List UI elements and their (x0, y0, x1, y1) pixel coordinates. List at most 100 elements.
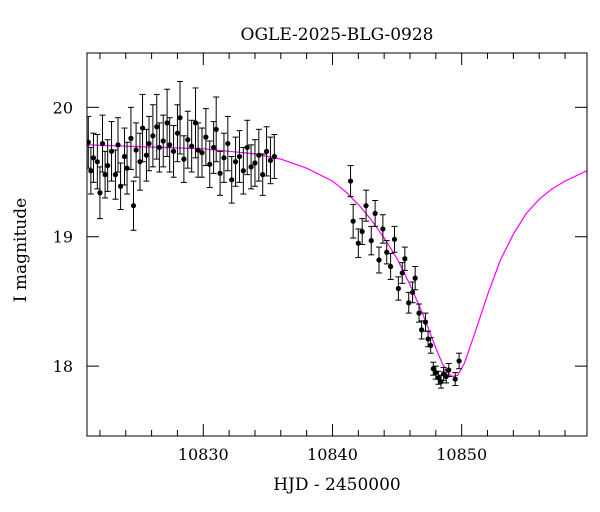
data-point (207, 161, 213, 167)
data-point (195, 147, 201, 153)
data-point (97, 190, 103, 196)
data-point (154, 124, 160, 130)
x-tick-label: 10840 (307, 445, 358, 464)
data-point (350, 218, 356, 224)
data-point (391, 236, 398, 242)
y-tick-label: 20 (53, 98, 73, 117)
x-tick-label: 10850 (436, 445, 487, 464)
data-point (446, 367, 452, 373)
data-point (355, 240, 361, 246)
data-point (368, 238, 374, 244)
data-point (395, 285, 401, 292)
data-point (217, 170, 223, 176)
data-point (402, 256, 408, 262)
data-point (428, 342, 434, 349)
data-point (137, 159, 143, 165)
data-point (160, 138, 166, 144)
axis-ticks (87, 53, 587, 436)
data-point (139, 125, 146, 131)
data-point (229, 177, 235, 183)
data-point (90, 155, 97, 161)
data-point (267, 157, 274, 163)
data-point (221, 155, 227, 161)
data-point (236, 153, 243, 160)
data-point (167, 142, 173, 148)
tick-labels: 10830 10840 10850 18 19 20 (53, 98, 487, 464)
data-point (117, 183, 124, 189)
data-point (240, 168, 246, 174)
data-point (121, 153, 128, 160)
data-point (146, 140, 152, 147)
data-point (130, 203, 137, 209)
data-point (87, 139, 91, 145)
data-point (252, 160, 258, 166)
data-point (412, 275, 418, 281)
y-tick-label: 18 (53, 357, 73, 376)
data-point (260, 172, 266, 178)
data-point (189, 143, 195, 149)
data-point (124, 165, 130, 171)
data-point (143, 152, 150, 158)
data-point (108, 148, 115, 154)
data-point (438, 379, 444, 385)
data-point (88, 168, 94, 174)
data-point (430, 366, 436, 372)
data-point (170, 148, 177, 154)
data-point (380, 226, 386, 232)
data-point (94, 159, 100, 165)
data-points (87, 115, 462, 385)
data-point (244, 144, 250, 151)
chart-title: OGLE-2025-BLG-0928 (241, 25, 434, 45)
data-point (359, 228, 365, 235)
data-point (372, 210, 378, 217)
data-point (232, 159, 239, 165)
data-point (376, 257, 382, 263)
data-point (112, 172, 119, 178)
data-point (213, 126, 219, 132)
data-point (384, 249, 390, 255)
data-point (174, 130, 181, 136)
data-point (211, 144, 217, 151)
data-point (192, 120, 199, 126)
data-point (409, 289, 416, 295)
data-point (363, 203, 369, 209)
data-point (452, 376, 458, 382)
data-point (248, 164, 254, 170)
data-point (399, 270, 405, 276)
data-point (102, 172, 108, 178)
data-point (181, 156, 187, 162)
data-point (133, 147, 139, 153)
data-point (99, 140, 106, 147)
data-point (164, 120, 170, 126)
x-tick-label: 10830 (178, 445, 229, 464)
data-point (115, 142, 121, 148)
data-point (263, 148, 270, 154)
y-axis-label: I magnitude (11, 198, 31, 302)
data-point (225, 140, 231, 147)
data-point (177, 115, 183, 121)
data-point (388, 263, 394, 270)
data-point (156, 144, 162, 151)
model-curve (87, 144, 587, 378)
data-point (416, 310, 422, 316)
data-point (425, 336, 431, 342)
data-point (406, 300, 412, 306)
data-point (435, 375, 442, 381)
data-point (256, 152, 262, 158)
y-tick-label: 19 (53, 228, 73, 247)
data-point (105, 162, 111, 169)
data-point (128, 135, 134, 141)
data-point (203, 134, 209, 140)
data-point (433, 369, 439, 376)
plot-area (87, 80, 587, 389)
data-point (199, 150, 205, 156)
data-point (456, 358, 462, 364)
data-point (185, 137, 191, 143)
plot-frame (86, 52, 588, 437)
data-point (422, 319, 429, 325)
x-axis-label: HJD - 2450000 (273, 475, 401, 495)
data-point (347, 178, 354, 184)
data-point (150, 133, 156, 139)
data-point (419, 327, 425, 333)
